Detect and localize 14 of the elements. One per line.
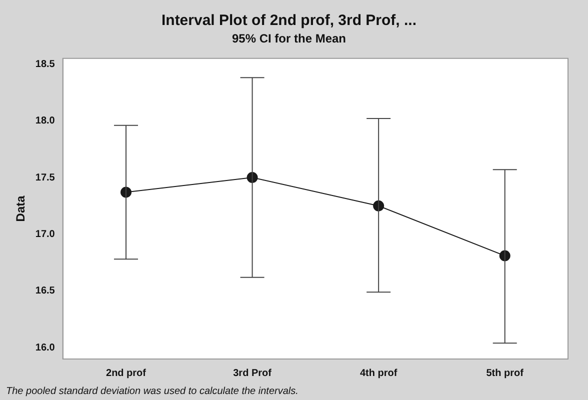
x-tick-label: 4th prof (360, 368, 398, 379)
y-tick-label: 16.0 (35, 342, 56, 354)
y-tick-label: 17.5 (35, 172, 56, 184)
y-axis-title: Data (14, 195, 28, 222)
x-tick-label: 5th prof (486, 368, 524, 379)
y-tick-label: 17.0 (35, 228, 56, 240)
chart-title: Interval Plot of 2nd prof, 3rd Prof, ... (161, 12, 417, 30)
text: The pooled standard deviation was used to calculate the intervals. (6, 386, 298, 397)
y-tick-label: 18.5 (35, 58, 56, 70)
chart-subtitle: 95% CI for the Mean (232, 32, 346, 46)
x-tick-label: 2nd prof (106, 368, 147, 379)
y-tick-label: 16.5 (35, 286, 56, 297)
x-tick-label: 3rd Prof (233, 368, 272, 379)
y-tick-label: 18.0 (35, 116, 56, 127)
